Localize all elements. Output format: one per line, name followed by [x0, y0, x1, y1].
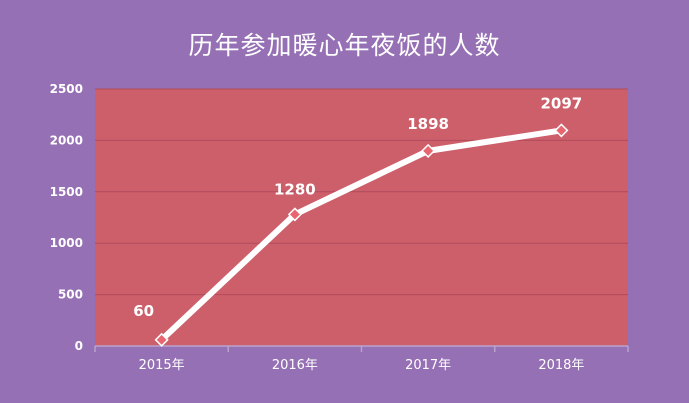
y-tick-label: 1000: [50, 236, 83, 250]
y-tick-label: 0: [75, 339, 83, 353]
y-tick-label: 1500: [50, 185, 83, 199]
x-tick-label: 2016年: [272, 358, 318, 373]
x-tick-label: 2018年: [538, 358, 584, 373]
x-tick-label: 2017年: [405, 358, 451, 373]
chart-title: 历年参加暖心年夜饭的人数: [188, 31, 501, 60]
y-tick-label: 2000: [50, 133, 83, 147]
y-tick-label: 500: [58, 288, 83, 302]
data-point-marker: [554, 123, 569, 138]
x-tick-label: 2015年: [139, 358, 185, 373]
data-point-marker: [421, 143, 436, 158]
plot-area: [95, 89, 628, 346]
data-label: 2097: [541, 94, 583, 112]
series-line: [158, 127, 565, 343]
data-point-marker: [154, 332, 169, 347]
y-tick-label: 2500: [50, 82, 83, 96]
data-label: 1898: [407, 115, 449, 133]
data-label: 60: [133, 302, 154, 320]
data-label: 1280: [274, 180, 316, 198]
data-point-marker: [287, 207, 302, 222]
